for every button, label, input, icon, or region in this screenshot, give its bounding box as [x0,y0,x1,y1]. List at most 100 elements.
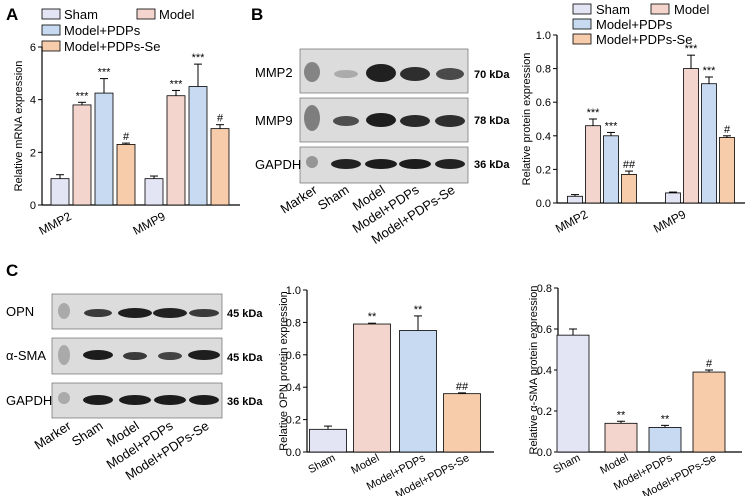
y-tick-label: 4 [30,95,36,107]
blot-c-kda-opn: 45 kDa [227,308,263,320]
y-tick-label: 0.8 [537,283,552,295]
legend-a-swatch-se [41,40,61,52]
blot-b-mmp9-band-model [366,113,396,127]
blot-c-sma-band-model [123,352,147,360]
legend-a-label-sham: Sham [64,7,98,22]
legend-b-label-sham: Sham [596,2,630,17]
blot-c-gapdh-band-se [189,395,219,405]
x-category-label: MMP9 [651,207,688,236]
blot-c-opn-band-model [118,308,152,318]
panel-label-b: B [251,5,263,24]
blot-b-row-label-mmp9: MMP9 [255,113,293,128]
blot-c-sma-band-pdps [158,352,182,360]
blot-c-sma-band-marker [58,345,70,365]
significance-label: # [123,131,130,143]
legend-b-swatch-se [572,33,592,45]
y-tick-label: 0.4 [536,131,551,143]
bar [443,393,481,453]
x-category-label: MMP9 [131,209,168,238]
bar [144,178,164,206]
blot-b-gapdh-band-marker [306,156,318,168]
legend-a-label-model: Model [159,7,195,22]
bar [621,174,637,204]
significance-label: ** [661,413,670,425]
x-category-label: Sham [306,452,337,476]
y-tick-label: 0.8 [536,64,551,76]
chart-a: 0 2 4 6 Relative mRNA expression *** *** # MMP2 *… [13,42,240,238]
blot-c-gapdh-band-model [119,395,151,405]
blot-b-row-label-gapdh: GAPDH [255,157,301,172]
western-blot-b: MMP2 MMP9 GAPDH 70 kDa 78 kDa 36 kDa Mar… [255,48,510,247]
y-tick-label: 0.0 [286,447,301,459]
y-tick-label: 0.6 [286,350,301,362]
y-tick-label: 0.4 [286,382,301,394]
significance-label: *** [605,120,619,132]
legend-a-label-pdps: Model+PDPs [64,23,141,38]
bar [309,428,347,453]
blot-b-kda-mmp9: 78 kDa [474,115,510,127]
significance-label: *** [685,43,699,55]
bar [604,422,638,453]
significance-label: *** [192,52,206,64]
blot-c-opn-band-marker [58,303,70,319]
legend-b-swatch-pdps [572,18,592,30]
panel-label-a: A [6,5,18,24]
bar [701,83,717,204]
significance-label: *** [587,107,601,119]
blot-c-gapdh-band-pdps [154,395,186,405]
bar [188,86,208,206]
significance-label: # [724,124,731,136]
bar [94,92,114,206]
x-category-label: Model [598,452,630,477]
legend-a-swatch-model [136,8,156,20]
panel-label-c: C [6,261,18,280]
bar [166,95,186,206]
y-tick-label: 2 [30,147,36,159]
x-category-label: Sham [551,452,582,476]
bar [603,135,619,204]
bar [50,178,70,206]
blot-c-sma-band-sham [83,350,113,360]
y-axis-title: Relative OPN protein expression [278,291,290,451]
blot-b-gapdh-band-pdps [399,159,431,169]
blot-c-opn-band-pdps [153,308,187,318]
legend-b-swatch-model [650,3,670,15]
blot-b-gapdh-band-model [365,159,397,169]
blot-b-gapdh-band-sham [331,159,361,169]
blot-b-lane-sham: Sham [315,182,352,213]
x-category-label: MMP2 [553,207,590,236]
y-tick-label: 0.8 [286,317,301,329]
blot-c-lane-sham: Sham [69,418,106,449]
bar [72,104,92,206]
x-category-label: Model [349,452,381,477]
y-tick-label: 0.2 [537,406,552,418]
y-tick-label: 0.0 [536,198,551,210]
blot-c-gapdh-band-marker [58,392,70,404]
blot-c-row-label-opn: OPN [6,304,34,319]
bar [719,137,735,204]
significance-label: *** [170,78,184,90]
legend-b-label-model: Model [674,2,710,17]
blot-c-opn-band-se [189,309,219,317]
bar [648,426,682,453]
bar [210,128,230,206]
western-blot-c: OPN α-SMA GAPDH 45 kDa 45 kDa 36 kDa Mar… [6,293,263,483]
legend-a-swatch-pdps [41,24,61,36]
blot-c-kda-sma: 45 kDa [227,352,263,364]
y-tick-label: 0.0 [537,447,552,459]
blot-c-kda-gapdh: 36 kDa [227,396,263,408]
y-axis-title: Relative protein expression [521,53,533,186]
blot-b-kda-gapdh: 36 kDa [474,159,510,171]
blot-b-mmp9-band-se [435,115,465,127]
bar [665,192,681,204]
significance-label: ## [623,159,636,171]
legend-a: Sham Model Model+PDPs Model+PDPs-Se [41,7,195,54]
blot-c-lane-marker: Marker [32,418,75,453]
y-tick-label: 1.0 [536,30,551,42]
y-tick-label: 0.6 [537,324,552,336]
bar [567,195,583,204]
